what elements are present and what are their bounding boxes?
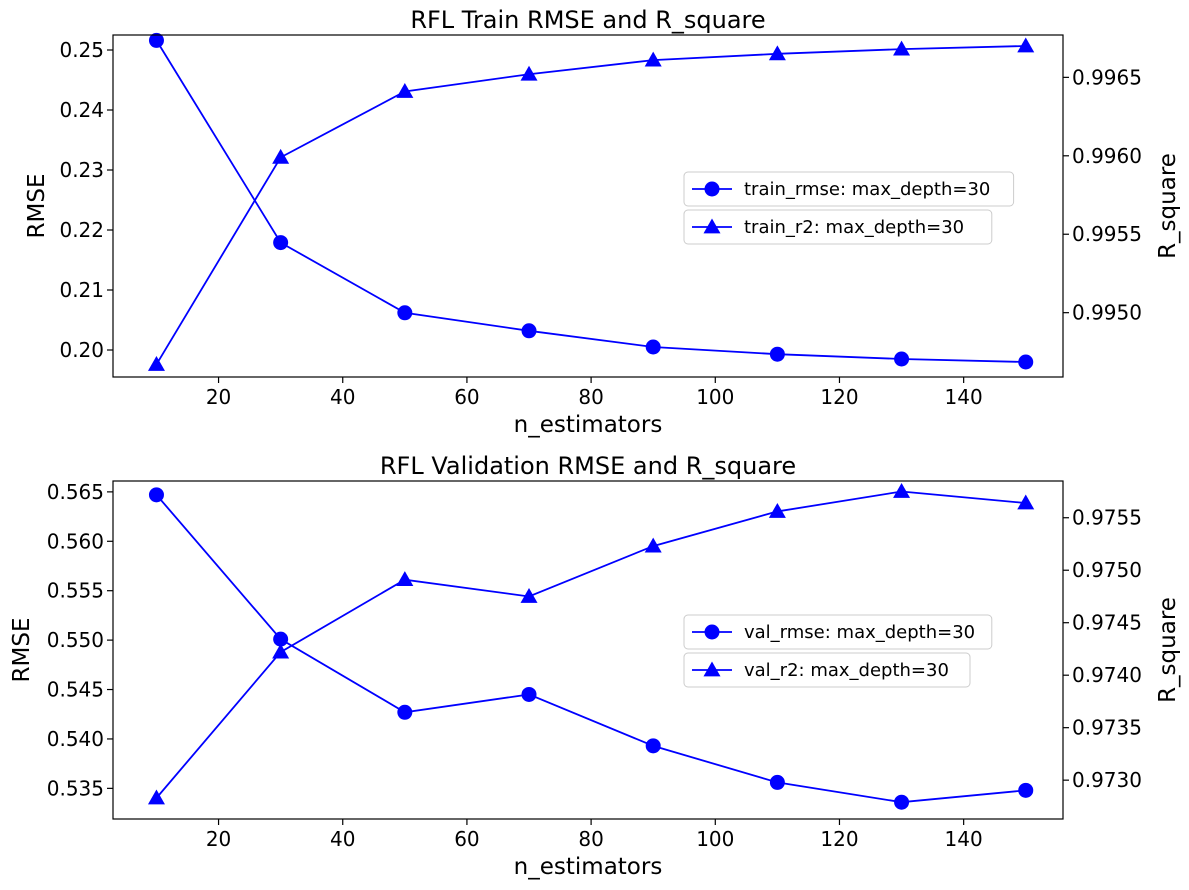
validation-chart-panel: RFL Validation RMSE and R_square 20 40 60 80…	[9, 452, 1181, 880]
validation-rmse-point	[397, 704, 413, 720]
train-x-tick-label: 140	[945, 385, 983, 409]
train-legend-triangle-marker	[703, 218, 721, 234]
train-rmse-point	[148, 32, 164, 48]
validation-r2-point	[396, 571, 414, 587]
validation-y-tick-label: 0.555	[47, 579, 104, 603]
train-legend-label: train_rmse: max_depth=30	[744, 179, 990, 200]
validation-x-tick-label: 100	[696, 827, 734, 851]
validation-legend-box	[683, 614, 993, 650]
validation-rmse-point	[645, 738, 661, 754]
validation-r2-point	[644, 537, 662, 553]
train-legend-box	[683, 209, 993, 245]
validation-legend-label: val_rmse: max_depth=30	[744, 622, 975, 643]
train-r2-point	[893, 40, 911, 56]
train-chart-title: RFL Train RMSE and R_square	[410, 6, 765, 34]
validation-rmse-point	[521, 686, 537, 702]
validation-y-tick-label: 0.550	[47, 628, 104, 652]
train-r2-point	[396, 82, 414, 98]
train-rmse-line	[155, 39, 1026, 363]
validation-y-tick-label: 0.560	[47, 529, 104, 553]
validation-rmse-point	[894, 794, 910, 810]
validation-y2-axis-label: R_square	[1155, 597, 1181, 703]
train-y2-tick-label: 0.9955	[1072, 222, 1142, 246]
train-x-tick-label: 60	[454, 385, 479, 409]
train-y2-tick-label: 0.9950	[1072, 301, 1142, 325]
train-x-tick-label: 40	[330, 385, 355, 409]
train-rmse-point	[521, 323, 537, 339]
validation-legend-box	[683, 652, 971, 688]
train-y2-tick-label: 0.9965	[1072, 65, 1142, 89]
validation-plot-frame	[112, 480, 1064, 820]
train-r2-point	[520, 65, 538, 81]
train-plot-frame	[112, 34, 1064, 378]
validation-rmse-point	[1018, 782, 1034, 798]
validation-rmse-line	[155, 494, 1026, 804]
train-y-tick-label: 0.25	[59, 38, 104, 62]
validation-y-tick-label: 0.565	[47, 480, 104, 504]
validation-x-tick-label: 60	[454, 827, 479, 851]
train-x-axis-label: n_estimators	[514, 412, 663, 438]
train-x-tick-label: 80	[578, 385, 603, 409]
train-rmse-point	[769, 346, 785, 362]
train-legend-circle-marker	[704, 181, 720, 197]
validation-y2-tick-label: 0.9745	[1072, 611, 1142, 635]
validation-r2-line	[155, 490, 1026, 799]
train-y-tick-label: 0.24	[59, 98, 104, 122]
validation-x-tick-label: 20	[206, 827, 231, 851]
validation-y2-tick-label: 0.9730	[1072, 768, 1142, 792]
validation-r2-point	[768, 502, 786, 518]
validation-r2-point	[1017, 494, 1035, 510]
train-y-tick-label: 0.20	[59, 338, 104, 362]
validation-r2-point	[147, 789, 165, 805]
validation-rmse-point	[148, 487, 164, 503]
train-x-tick-label: 120	[820, 385, 858, 409]
train-y-tick-label: 0.23	[59, 158, 104, 182]
train-r2-point	[768, 45, 786, 61]
train-r2-point	[1017, 37, 1035, 53]
train-y2-tick-label: 0.9960	[1072, 144, 1142, 168]
validation-legend-triangle-marker	[703, 661, 721, 677]
validation-legend-circle-marker	[704, 624, 720, 640]
validation-y-axis-label: RMSE	[9, 618, 35, 683]
validation-x-tick-label: 140	[945, 827, 983, 851]
validation-r2-point	[520, 587, 538, 603]
train-y-axis-label: RMSE	[24, 174, 50, 239]
train-x-tick-label: 100	[696, 385, 734, 409]
train-legend-box	[683, 171, 1015, 207]
train-r2-point	[272, 148, 290, 164]
validation-y2-tick-label: 0.9735	[1072, 716, 1142, 740]
validation-r2-point	[272, 643, 290, 659]
validation-x-tick-label: 80	[578, 827, 603, 851]
train-rmse-point	[273, 235, 289, 251]
train-rmse-point	[894, 351, 910, 367]
validation-x-tick-label: 120	[820, 827, 858, 851]
train-y-tick-label: 0.22	[59, 218, 104, 242]
validation-y-tick-label: 0.535	[47, 776, 104, 800]
train-r2-point	[147, 355, 165, 371]
validation-x-tick-label: 40	[330, 827, 355, 851]
validation-r2-point	[893, 482, 911, 498]
validation-y2-tick-label: 0.9750	[1072, 558, 1142, 582]
train-legend-label: train_r2: max_depth=30	[744, 217, 964, 238]
validation-y2-tick-label: 0.9740	[1072, 663, 1142, 687]
train-rmse-point	[1018, 354, 1034, 370]
train-rmse-point	[645, 339, 661, 355]
train-rmse-point	[397, 305, 413, 321]
train-chart-panel: RFL Train RMSE and R_square 20 40 60 80 100 12…	[24, 6, 1181, 438]
validation-legend-label: val_r2: max_depth=30	[744, 660, 949, 681]
train-y-tick-label: 0.21	[59, 278, 104, 302]
validation-y-tick-label: 0.545	[47, 678, 104, 702]
validation-y2-tick-label: 0.9755	[1072, 506, 1142, 530]
validation-rmse-point	[273, 631, 289, 647]
train-r2-line	[155, 45, 1026, 365]
validation-chart-title: RFL Validation RMSE and R_square	[380, 452, 796, 480]
train-x-tick-label: 20	[206, 385, 231, 409]
validation-x-axis-label: n_estimators	[514, 854, 663, 880]
validation-y-tick-label: 0.540	[47, 727, 104, 751]
train-r2-point	[644, 51, 662, 67]
train-y2-axis-label: R_square	[1155, 153, 1181, 259]
validation-rmse-point	[769, 774, 785, 790]
